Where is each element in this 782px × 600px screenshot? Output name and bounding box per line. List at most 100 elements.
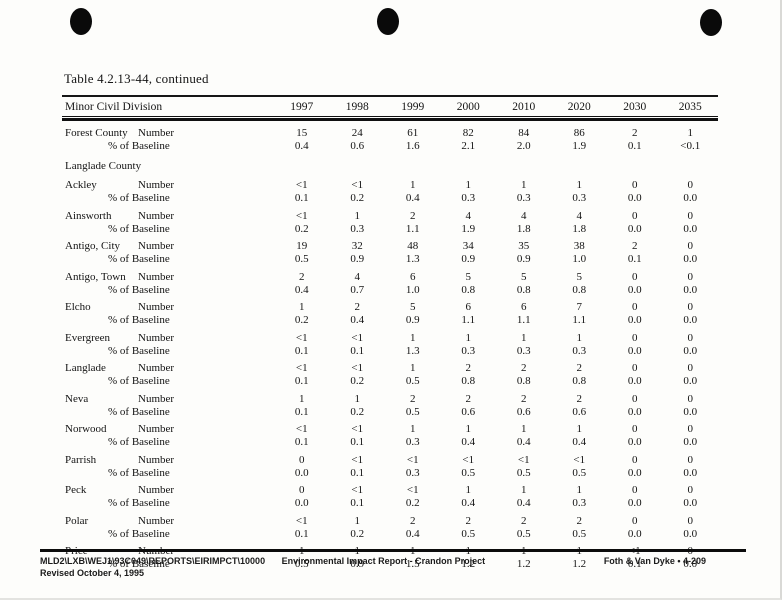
number-value-cell: 2	[576, 362, 583, 374]
pct-of-baseline-label: % of Baseline	[108, 283, 170, 296]
pct-value-cell: <0.1	[680, 140, 701, 152]
pct-value-cell: 0.0	[627, 466, 642, 479]
number-value-cell: 1	[465, 179, 472, 191]
pct-value-cell: 0.9	[516, 253, 531, 265]
number-value-cell: 6	[465, 301, 472, 313]
mcd-row-label: Ainsworth Number	[62, 210, 274, 223]
number-value-cell: 32	[351, 240, 363, 252]
number-value-cell: <1	[462, 453, 475, 466]
number-label: Number	[138, 179, 175, 191]
pct-of-baseline-label: % of Baseline	[108, 527, 170, 540]
pct-value-cell: 0.0	[683, 314, 698, 326]
mcd-number-line: Polar Number <1 1 2 2 2 2 0 0	[62, 515, 718, 528]
number-value-cell: 5	[576, 270, 583, 283]
pct-of-baseline-label: % of Baseline	[108, 375, 170, 387]
number-value-cell: 2	[354, 301, 361, 313]
pct-value-cell: 0.8	[572, 375, 587, 387]
mcd-row-label: Antigo, Town Number	[62, 271, 274, 284]
pct-value-cell: 1.0	[572, 253, 587, 265]
pct-of-baseline-label: % of Baseline	[108, 497, 170, 509]
number-value-cell: 1	[465, 484, 472, 496]
mcd-name: Antigo, Town	[65, 270, 126, 283]
number-value-cell: <1	[573, 453, 586, 466]
mcd-row-label: Peck Number	[62, 484, 274, 497]
number-label: Number	[138, 362, 175, 374]
pct-value-cell: 0.0	[683, 253, 698, 265]
mcd-pct-line: % of Baseline 0.5 0.9 1.3 0.9 0.9 1.0 0.1 0.0	[62, 253, 718, 266]
number-value-cell: 0	[687, 179, 694, 191]
mcd-pct-line: % of Baseline 0.0 0.1 0.2 0.4 0.4 0.3 0.0 0.0	[62, 497, 718, 510]
number-value-cell: 4	[521, 209, 527, 222]
pct-value-cell: 0.0	[294, 466, 309, 479]
pct-value-cell: 2.0	[516, 140, 531, 152]
pct-value-cell: 1.1	[572, 314, 587, 326]
pct-value-cell: 0.4	[294, 140, 309, 152]
pct-value-cell: 0.5	[405, 405, 420, 418]
number-value-cell: <1	[295, 362, 308, 374]
number-value-cell: 5	[410, 301, 416, 313]
mcd-pct-line: % of Baseline 0.1 0.2 0.4 0.5 0.5 0.5 0.0 0.0	[62, 528, 718, 541]
mcd-name: Neva	[65, 392, 89, 405]
hole-punch-dot	[377, 8, 399, 35]
mcd-row-group: Elcho Number 1 2 5 6 6 7 0 0 % of Baseline 0.2 0.4 0.…	[62, 301, 718, 327]
number-value-cell: 1	[410, 362, 416, 374]
number-value-cell: 0	[299, 484, 305, 496]
page-footer: MLD2\LXB\WEJ1\93C049\REPORTS\EIRIMPCT\10…	[40, 549, 746, 578]
mcd-name: Norwood	[65, 423, 107, 435]
mcd-row-group: Langlade Number <1 <1 1 2 2 2 0 0 % of Baseline 0.1…	[62, 362, 718, 388]
pct-value-cell: 0.0	[683, 344, 698, 357]
number-value-cell: 0	[687, 514, 694, 527]
mcd-pct-line: % of Baseline 0.1 0.2 0.5 0.8 0.8 0.8 0.0 0.0	[62, 375, 718, 388]
number-label: Number	[138, 331, 175, 344]
number-value-cell: 1	[410, 423, 416, 435]
mcd-number-line: Ainsworth Number <1 1 2 4 4 4 0 0	[62, 210, 718, 223]
mcd-row-label: Polar Number	[62, 515, 274, 528]
column-header-year: 1998	[345, 101, 369, 113]
number-value-cell: 15	[296, 127, 308, 139]
number-value-cell: 5	[521, 270, 527, 283]
pct-value-cell: 0.3	[350, 222, 365, 235]
number-value-cell: 1	[576, 423, 583, 435]
mcd-pct-line: % of Baseline 0.5 0.9 1.5 1.2 1.2 1.2 0.1 0.0	[62, 558, 718, 571]
mcd-row-group: Ackley Number <1 <1 1 1 1 1 0 0 % of Baseline 0.1 0.…	[62, 179, 718, 205]
pct-of-baseline-label: % of Baseline	[108, 436, 170, 448]
number-value-cell: 0	[632, 270, 638, 283]
pct-value-cell: 1.2	[461, 558, 476, 570]
mcd-row-group: Antigo, City Number 19 32 48 34 35 38 2 0% of Bas…	[62, 240, 718, 266]
pct-value-cell: 0.0	[683, 405, 698, 418]
number-value-cell: 6	[410, 270, 416, 283]
pct-value-cell: 0.1	[350, 436, 365, 448]
number-value-cell: <1	[406, 453, 419, 466]
pct-value-cell: 0.9	[350, 558, 365, 570]
number-value-cell: 1	[576, 331, 583, 344]
data-table: Minor Civil Division 1997 1998 1999 2000…	[62, 95, 718, 576]
pct-value-cell: 0.4	[516, 497, 531, 509]
number-value-cell: 2	[521, 514, 527, 527]
section-line: Langlade County	[62, 158, 718, 175]
mcd-pct-line: % of Baseline 0.4 0.6 1.6 2.1 2.0 1.9 0.1 <0.1	[62, 140, 718, 153]
column-header-year: 2030	[623, 101, 647, 113]
pct-value-cell: 0.1	[294, 344, 309, 357]
pct-value-cell: 1.2	[516, 558, 531, 570]
pct-value-cell: 0.1	[294, 405, 309, 418]
mcd-name: Polar	[65, 514, 89, 527]
mcd-row-group: Polar Number <1 1 2 2 2 2 0 0 % of Baseline 0.1 0.2 0…	[62, 515, 718, 541]
number-value-cell: 0	[632, 179, 638, 191]
number-value-cell: 0	[687, 209, 694, 222]
mcd-pct-line: % of Baseline 0.1 0.2 0.4 0.3 0.3 0.3 0.0 0.0	[62, 192, 718, 205]
pct-value-cell: 0.0	[683, 436, 698, 448]
mcd-row-group: Antigo, Town Number 2 4 6 5 5 5 0 0 % of Baseline 0…	[62, 271, 718, 297]
pct-of-baseline-label: % of Baseline	[108, 192, 170, 204]
number-value-cell: 1	[576, 179, 583, 191]
number-value-cell: 1	[521, 179, 527, 191]
number-value-cell: 0	[299, 453, 305, 466]
number-value-cell: 2	[576, 514, 583, 527]
number-value-cell: 5	[465, 270, 472, 283]
mcd-name: Antigo, City	[65, 240, 121, 252]
pct-value-cell: 0.5	[572, 466, 587, 479]
pct-value-cell: 0.5	[572, 527, 587, 540]
number-value-cell: 2	[465, 514, 472, 527]
number-value-cell: 4	[576, 209, 583, 222]
pct-value-cell: 0.5	[516, 527, 531, 540]
number-value-cell: <1	[295, 423, 308, 435]
